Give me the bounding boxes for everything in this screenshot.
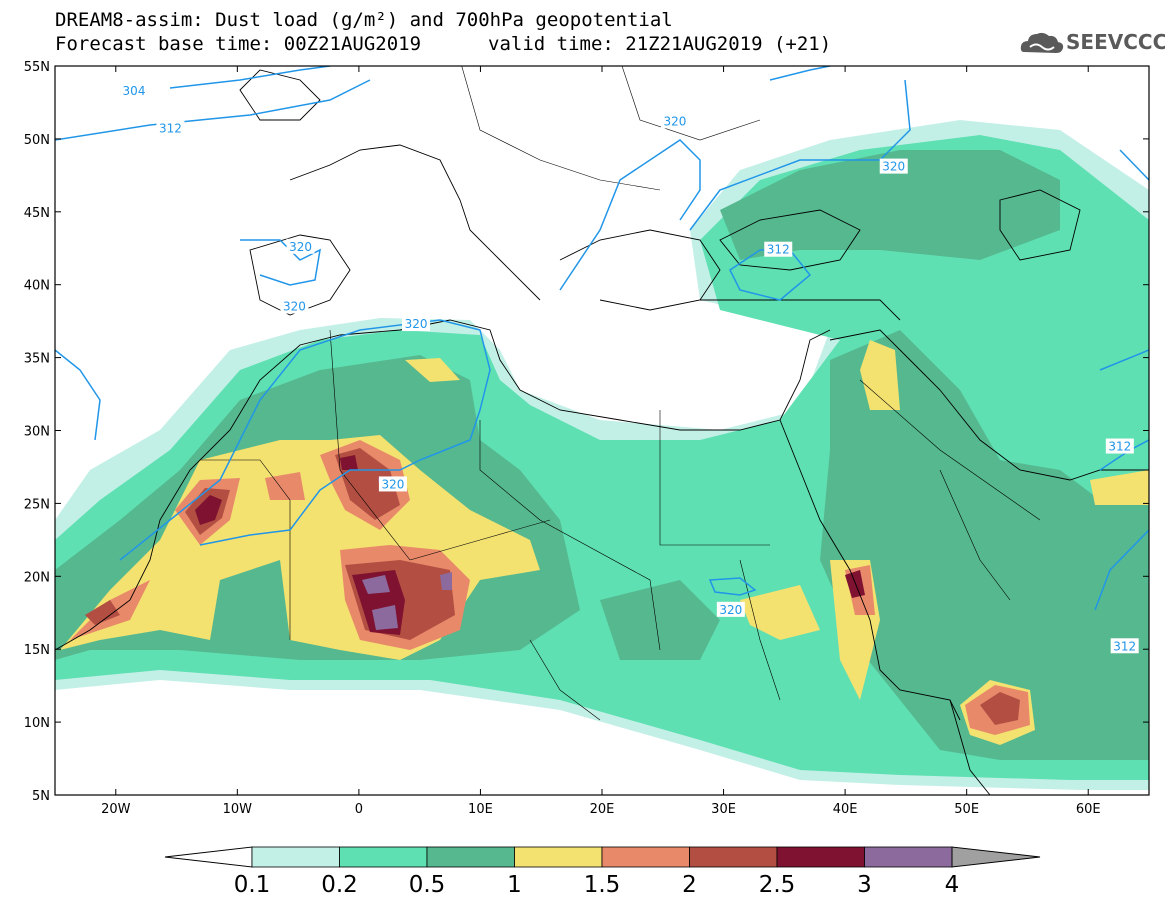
lon-tick-label: 30E <box>711 802 736 817</box>
colorbar-label: 2 <box>682 872 697 898</box>
lon-tick-label: 0 <box>355 802 363 817</box>
contour-label: 312 <box>1113 639 1136 653</box>
colorbar-over-arrow <box>951 846 1041 868</box>
contour-label-bg <box>1110 638 1139 654</box>
country-borders <box>200 66 1041 721</box>
colorbar-label: 1 <box>507 872 522 898</box>
contour-label: 320 <box>882 160 905 174</box>
contour-label-bg <box>286 238 315 254</box>
title-line-1: DREAM8-assim: Dust load (g/m²) and 700hP… <box>55 9 673 31</box>
contour-label-bg <box>120 82 149 98</box>
lat-tick-label: 40N <box>24 279 50 294</box>
contour-label: 312 <box>767 243 790 257</box>
colorbar-label: 1.5 <box>583 872 621 898</box>
colorbar-label: 0.5 <box>408 872 446 898</box>
logo-text: SEEVCCC <box>1066 30 1165 54</box>
colorbar-segment <box>689 846 778 868</box>
lat-tick-label: 50N <box>24 133 50 148</box>
contour-label-bg <box>378 476 407 492</box>
lat-tick-label: 45N <box>24 206 50 221</box>
geopotential-contours <box>55 66 1149 611</box>
contour-label: 320 <box>663 114 686 128</box>
colorbar-segment <box>776 846 865 868</box>
colorbar-segment <box>339 846 428 868</box>
colorbar-segment <box>426 846 515 868</box>
contour-label-bg <box>280 298 309 314</box>
lon-tick-label: 20W <box>101 802 131 817</box>
colorbar-label: 4 <box>944 872 960 898</box>
cloud-icon <box>1020 32 1064 53</box>
colorbar-label: 3 <box>857 872 872 898</box>
lat-tick-label: 5N <box>32 789 50 804</box>
contour-label-bg <box>156 120 185 136</box>
colorbar-label: 2.5 <box>758 872 796 898</box>
contour-label: 312 <box>1108 440 1131 454</box>
contour-label-bg <box>716 601 745 617</box>
contour-label: 320 <box>283 300 306 314</box>
colorbar-segment <box>251 846 340 868</box>
lon-tick-label: 10E <box>468 802 493 817</box>
lon-tick-label: 40E <box>833 802 858 817</box>
contour-label-bg <box>1105 438 1134 454</box>
contour-labels: 304 312 320 320 312 320 320 320 320 320 312 312 <box>120 82 1139 654</box>
lon-tick-label: 20E <box>590 802 615 817</box>
colorbar-label: 0.1 <box>233 872 271 898</box>
contour-label-bg <box>660 113 689 129</box>
lat-tick-label: 25N <box>24 497 50 512</box>
valid-time: valid time: 21Z21AUG2019 (+21) <box>488 33 832 55</box>
contour-label: 320 <box>289 240 312 254</box>
dust-shading <box>55 120 1149 790</box>
lat-tick-label: 35N <box>24 352 50 367</box>
lon-tick-label: 60E <box>1076 802 1101 817</box>
contour-label: 312 <box>159 122 182 136</box>
axis-ticks: 55N 50N 45N 40N 35N 30N 25N 20N 15N 10N 5N 20W 10W 0 1… <box>24 60 1149 817</box>
colorbar-segment <box>601 846 690 868</box>
forecast-base-time: Forecast base time: 00Z21AUG2019 <box>55 33 422 55</box>
lat-tick-label: 10N <box>24 716 50 731</box>
contour-label-bg <box>764 241 793 257</box>
lat-tick-label: 55N <box>24 60 50 75</box>
lon-tick-label: 50E <box>954 802 979 817</box>
colorbar-segment <box>864 846 953 868</box>
lon-tick-label: 10W <box>223 802 253 817</box>
contour-label-bg <box>879 158 908 174</box>
colorbar-label: 0.2 <box>321 872 358 898</box>
contour-label: 320 <box>381 477 404 491</box>
coastlines <box>55 69 1149 795</box>
contour-label-bg <box>402 316 431 332</box>
lat-tick-label: 30N <box>24 425 50 440</box>
colorbar-segment <box>514 846 603 868</box>
colorbar <box>164 846 1041 868</box>
colorbar-under-arrow <box>164 846 253 868</box>
contour-label: 320 <box>405 317 428 331</box>
contour-label: 320 <box>719 603 742 617</box>
lat-tick-label: 20N <box>24 570 50 585</box>
lat-tick-label: 15N <box>24 643 50 658</box>
contour-label: 304 <box>123 84 146 98</box>
